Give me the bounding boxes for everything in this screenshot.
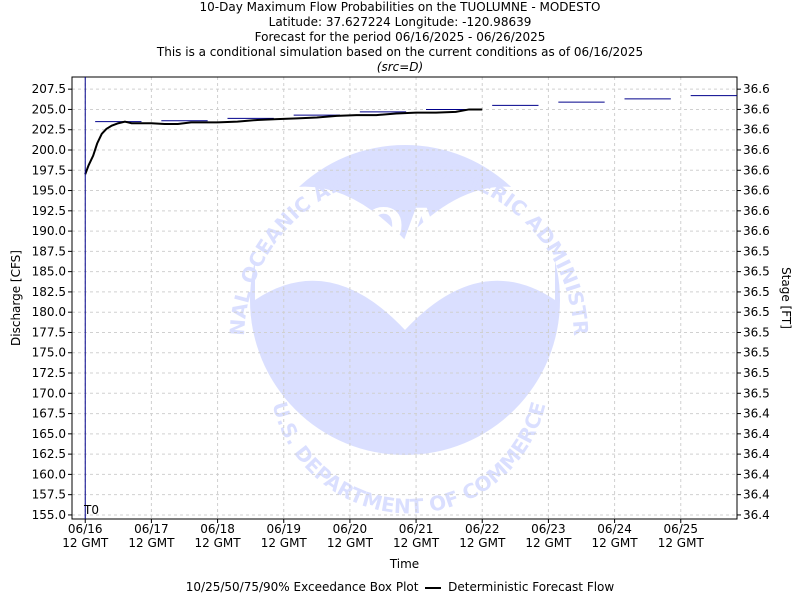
x-tick-time: 12 GMT [128, 536, 175, 550]
y-tick-label: 185.0 [32, 265, 66, 279]
y2-tick-label: 36.4 [743, 508, 770, 522]
y2-tick-label: 36.6 [743, 184, 770, 198]
y2-tick-label: 36.4 [743, 467, 770, 481]
y-tick-label: 160.0 [32, 467, 66, 481]
x-axis-label: Time [389, 557, 419, 571]
y-tick-label: 170.0 [32, 386, 66, 400]
y-tick-label: 157.5 [32, 488, 66, 502]
x-tick-date: 06/16 [68, 522, 103, 536]
y2-tick-label: 36.6 [743, 224, 770, 238]
y2-axis-label: Stage [FT] [779, 267, 793, 329]
plot-area [71, 76, 738, 520]
y-tick-label: 187.5 [32, 244, 66, 258]
x-tick-time: 12 GMT [592, 536, 639, 550]
simulation-note: This is a conditional simulation based o… [156, 45, 644, 59]
y2-tick-label: 36.5 [743, 366, 770, 380]
noaa-watermark: NOAA NATIONAL OCEANIC AND ATMOSPHERIC AD… [0, 0, 593, 519]
forecast-period: Forecast for the period 06/16/2025 - 06/… [254, 30, 546, 44]
legend-box-plot: 10/25/50/75/90% Exceedance Box Plot [185, 580, 419, 594]
y-tick-label: 202.5 [32, 123, 66, 137]
x-tick-date: 06/19 [266, 522, 301, 536]
x-tick-time: 12 GMT [327, 536, 374, 550]
y-tick-label: 155.0 [32, 508, 66, 522]
y2-tick-label: 36.4 [743, 447, 770, 461]
y-tick-label: 190.0 [32, 224, 66, 238]
location-coordinates: Latitude: 37.627224 Longitude: -120.9863… [268, 15, 532, 29]
chart-header: 10-Day Maximum Flow Probabilities on the… [0, 0, 800, 75]
x-tick-date: 06/23 [531, 522, 566, 536]
y-tick-label: 207.5 [32, 82, 66, 96]
y-tick-label: 192.5 [32, 204, 66, 218]
y-tick-label: 167.5 [32, 407, 66, 421]
y-tick-label: 197.5 [32, 163, 66, 177]
y-tick-label: 195.0 [32, 184, 66, 198]
y-tick-label: 165.0 [32, 427, 66, 441]
y2-tick-label: 36.5 [743, 265, 770, 279]
chart-legend: 10/25/50/75/90% Exceedance Box Plot Dete… [0, 580, 800, 594]
y-tick-label: 175.0 [32, 346, 66, 360]
x-tick-time: 12 GMT [261, 536, 308, 550]
x-tick-time: 12 GMT [525, 536, 572, 550]
y2-tick-label: 36.5 [743, 386, 770, 400]
legend-deterministic: Deterministic Forecast Flow [448, 580, 615, 594]
y2-tick-label: 36.6 [743, 82, 770, 96]
y2-tick-label: 36.5 [743, 244, 770, 258]
x-tick-time: 12 GMT [658, 536, 705, 550]
x-tick-time: 12 GMT [393, 536, 440, 550]
deterministic-flow-line [84, 108, 483, 175]
x-tick-date: 06/17 [134, 522, 169, 536]
y2-tick-label: 36.4 [743, 488, 770, 502]
y2-tick-label: 36.5 [743, 325, 770, 339]
x-tick-date: 06/24 [597, 522, 632, 536]
y2-tick-label: 36.6 [743, 143, 770, 157]
y2-tick-label: 36.6 [743, 123, 770, 137]
box-plot-medians [95, 95, 737, 123]
x-tick-time: 12 GMT [62, 536, 109, 550]
t0-label: T0 [83, 503, 99, 517]
source-code: (src=D) [376, 60, 424, 74]
series-lines [84, 108, 483, 175]
x-tick-date: 06/18 [200, 522, 235, 536]
noaa-bird [255, 186, 555, 330]
x-tick-time: 12 GMT [459, 536, 506, 550]
x-tick-date: 06/20 [333, 522, 368, 536]
y-axis-label: Discharge [CFS] [9, 250, 23, 346]
x-tick-date: 06/22 [465, 522, 500, 536]
y-tick-label: 162.5 [32, 447, 66, 461]
y-tick-label: 200.0 [32, 143, 66, 157]
x-tick-date: 06/25 [663, 522, 698, 536]
y2-tick-label: 36.6 [743, 102, 770, 116]
y2-tick-label: 36.6 [743, 163, 770, 177]
y2-tick-label: 36.4 [743, 407, 770, 421]
y-tick-label: 180.0 [32, 305, 66, 319]
y-tick-label: 182.5 [32, 285, 66, 299]
y2-axis-ticks: 36.4 36.4 36.4 36.4 36.4 36.4 36.5 36.5 36.5 36.5… [737, 82, 770, 522]
y2-tick-label: 36.4 [743, 427, 770, 441]
y-axis-ticks: 155.0 157.5 160.0 162.5 165.0 167.5 170.0 172.5… [32, 82, 72, 522]
legend-line-swatch [425, 586, 442, 589]
x-tick-time: 12 GMT [195, 536, 242, 550]
y2-tick-label: 36.6 [743, 204, 770, 218]
noaa-logo-text: NOAA [323, 199, 477, 255]
y2-tick-label: 36.5 [743, 346, 770, 360]
y2-tick-label: 36.5 [743, 285, 770, 299]
y-tick-label: 177.5 [32, 325, 66, 339]
y-tick-label: 205.0 [32, 102, 66, 116]
x-tick-date: 06/21 [399, 522, 434, 536]
y2-tick-label: 36.5 [743, 305, 770, 319]
chart-title: 10-Day Maximum Flow Probabilities on the… [199, 0, 601, 14]
grid-lines [72, 77, 737, 519]
y-tick-label: 172.5 [32, 366, 66, 380]
